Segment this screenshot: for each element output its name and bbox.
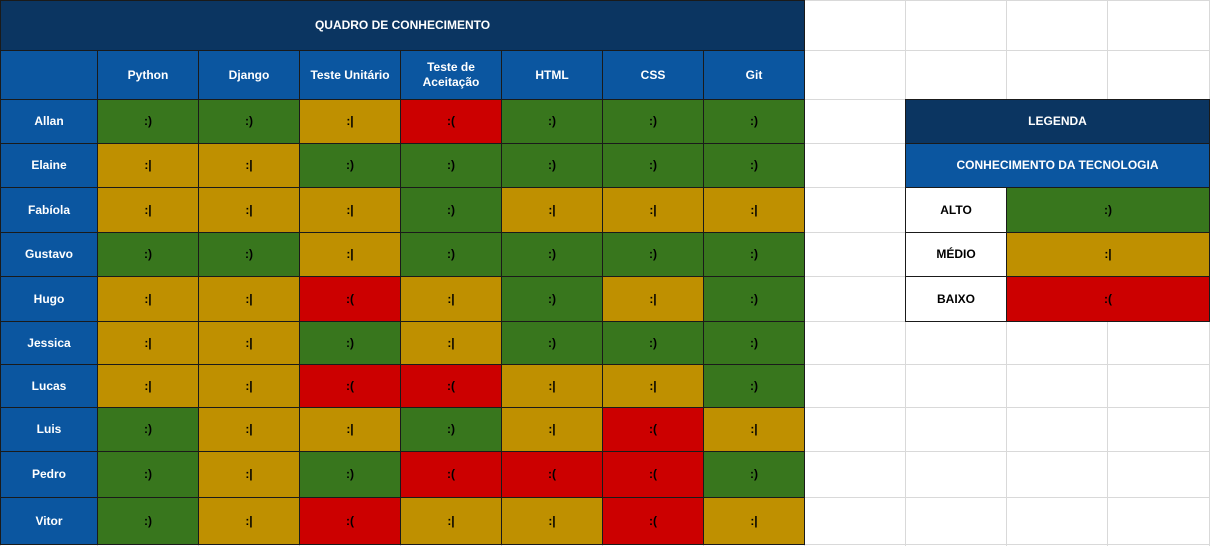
knowledge-cell[interactable]: :) [299,143,401,188]
knowledge-cell[interactable]: :| [400,497,502,545]
knowledge-cell[interactable]: :| [602,187,704,233]
knowledge-cell[interactable]: :| [299,187,401,233]
knowledge-cell[interactable]: :( [602,407,704,452]
column-header-git[interactable]: Git [703,50,805,100]
knowledge-cell[interactable]: :) [400,232,502,277]
legend-title[interactable]: LEGENDA [905,99,1210,144]
knowledge-cell[interactable]: :) [97,451,199,498]
knowledge-cell[interactable]: :) [198,232,300,277]
row-header-allan[interactable]: Allan [0,99,98,144]
column-header-html[interactable]: HTML [501,50,603,100]
knowledge-cell[interactable]: :| [602,276,704,322]
knowledge-cell[interactable]: :) [97,497,199,545]
knowledge-cell[interactable]: :| [703,497,805,545]
column-header-python[interactable]: Python [97,50,199,100]
knowledge-cell[interactable]: :| [400,276,502,322]
knowledge-cell[interactable]: :| [703,407,805,452]
column-header-css[interactable]: CSS [602,50,704,100]
knowledge-cell[interactable]: :| [400,321,502,365]
legend-label-medio[interactable]: MÉDIO [905,232,1007,277]
knowledge-cell[interactable]: :( [400,364,502,408]
knowledge-cell[interactable]: :| [299,232,401,277]
corner-header-cell[interactable] [0,50,98,100]
knowledge-cell[interactable]: :| [299,407,401,452]
legend-swatch-alto[interactable]: :) [1006,187,1210,233]
knowledge-cell[interactable]: :( [299,276,401,322]
legend-subtitle[interactable]: CONHECIMENTO DA TECNOLOGIA [905,143,1210,188]
knowledge-cell[interactable]: :) [501,143,603,188]
knowledge-cell[interactable]: :) [602,232,704,277]
knowledge-cell[interactable]: :| [97,143,199,188]
row-header-fabiola[interactable]: Fabíola [0,187,98,233]
knowledge-cell[interactable]: :( [400,99,502,144]
knowledge-cell[interactable]: :| [97,321,199,365]
knowledge-cell[interactable]: :| [198,497,300,545]
knowledge-cell[interactable]: :) [299,321,401,365]
row-header-pedro[interactable]: Pedro [0,451,98,498]
column-header-teste-unitario[interactable]: Teste Unitário [299,50,401,100]
knowledge-cell[interactable]: :| [602,364,704,408]
knowledge-cell[interactable]: :| [501,497,603,545]
knowledge-cell[interactable]: :| [299,99,401,144]
knowledge-cell[interactable]: :) [703,321,805,365]
knowledge-cell[interactable]: :) [97,99,199,144]
column-header-django[interactable]: Django [198,50,300,100]
matrix-title[interactable]: QUADRO DE CONHECIMENTO [0,0,805,51]
knowledge-cell[interactable]: :) [602,99,704,144]
knowledge-cell[interactable]: :| [97,187,199,233]
knowledge-cell[interactable]: :) [400,407,502,452]
knowledge-cell[interactable]: :) [198,99,300,144]
knowledge-cell[interactable]: :) [703,143,805,188]
knowledge-cell[interactable]: :) [501,276,603,322]
knowledge-cell[interactable]: :( [501,451,603,498]
knowledge-cell[interactable]: :) [400,187,502,233]
knowledge-cell[interactable]: :| [501,407,603,452]
knowledge-cell[interactable]: :) [602,321,704,365]
knowledge-cell[interactable]: :) [400,143,502,188]
knowledge-cell[interactable]: :) [703,232,805,277]
knowledge-cell[interactable]: :| [198,321,300,365]
knowledge-cell[interactable]: :) [501,99,603,144]
knowledge-cell[interactable]: :) [703,276,805,322]
row-header-elaine[interactable]: Elaine [0,143,98,188]
knowledge-cell[interactable]: :) [602,143,704,188]
row-header-hugo[interactable]: Hugo [0,276,98,322]
knowledge-cell[interactable]: :) [703,451,805,498]
knowledge-cell[interactable]: :) [299,451,401,498]
legend-label-alto[interactable]: ALTO [905,187,1007,233]
column-header-teste-de-aceitacao[interactable]: Teste de Aceitação [400,50,502,100]
knowledge-cell[interactable]: :| [198,364,300,408]
knowledge-cell[interactable]: :| [501,364,603,408]
knowledge-cell[interactable]: :( [400,451,502,498]
legend-swatch-baixo[interactable]: :( [1006,276,1210,322]
row-header-lucas[interactable]: Lucas [0,364,98,408]
knowledge-cell[interactable]: :| [97,276,199,322]
knowledge-cell[interactable]: :| [97,364,199,408]
knowledge-cell[interactable]: :) [97,232,199,277]
knowledge-cell[interactable]: :( [299,497,401,545]
knowledge-cell[interactable]: :( [602,497,704,545]
knowledge-cell[interactable]: :) [703,99,805,144]
row-header-jessica[interactable]: Jessica [0,321,98,365]
knowledge-cell[interactable]: :( [299,364,401,408]
row-header-vitor[interactable]: Vitor [0,497,98,545]
knowledge-cell[interactable]: :) [703,364,805,408]
knowledge-cell[interactable]: :( [602,451,704,498]
knowledge-cell[interactable]: :| [501,187,603,233]
row-header-luis[interactable]: Luis [0,407,98,452]
row-header-gustavo[interactable]: Gustavo [0,232,98,277]
knowledge-cell[interactable]: :| [198,407,300,452]
knowledge-cell[interactable]: :| [198,187,300,233]
knowledge-cell[interactable]: :) [501,232,603,277]
knowledge-cell[interactable]: :| [198,143,300,188]
knowledge-cell[interactable]: :) [97,407,199,452]
knowledge-cell[interactable]: :| [198,451,300,498]
knowledge-cell[interactable]: :| [703,187,805,233]
knowledge-cell[interactable]: :) [501,321,603,365]
legend-swatch-medio[interactable]: :| [1006,232,1210,277]
knowledge-cell[interactable]: :| [198,276,300,322]
legend-label-baixo[interactable]: BAIXO [905,276,1007,322]
